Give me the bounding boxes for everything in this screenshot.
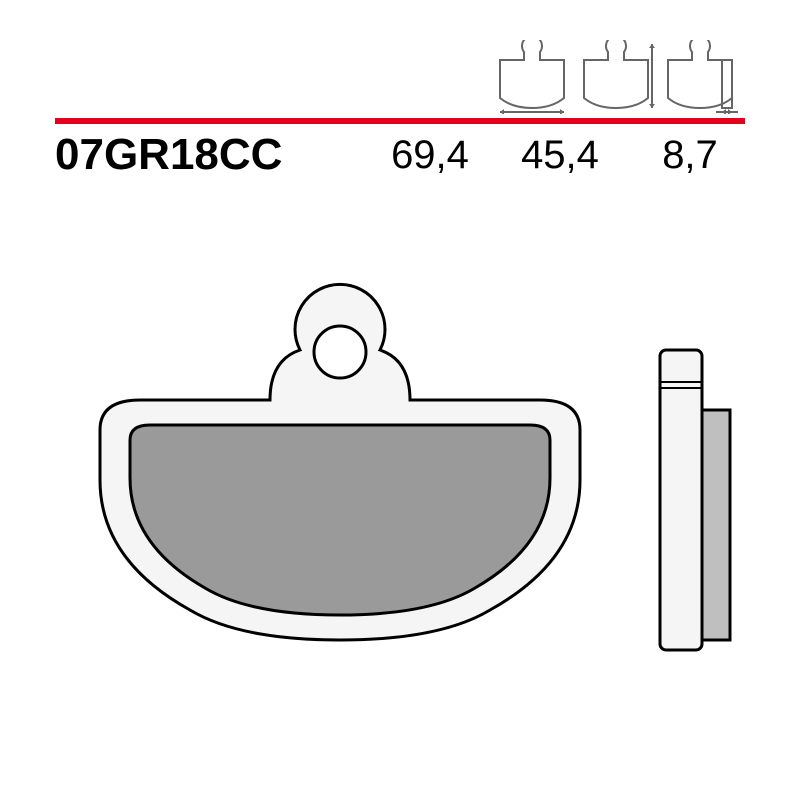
dim-width: 69,4 <box>385 133 475 178</box>
spec-row: 07GR18CC 69,4 45,4 8,7 <box>55 130 745 180</box>
height-icon <box>576 40 656 114</box>
dimensions: 69,4 45,4 8,7 <box>385 133 735 178</box>
divider-line <box>55 118 745 124</box>
front-view <box>100 284 580 640</box>
side-pad <box>702 410 730 640</box>
side-backing <box>660 350 702 650</box>
side-view <box>660 350 730 650</box>
thickness-icon <box>660 40 740 114</box>
mounting-hole <box>314 326 366 378</box>
brake-pad-diagram <box>40 230 760 770</box>
part-number: 07GR18CC <box>55 130 385 180</box>
width-icon <box>492 40 572 114</box>
dimension-icons <box>492 40 740 114</box>
dim-height: 45,4 <box>515 133 605 178</box>
dim-thickness: 8,7 <box>645 133 735 178</box>
